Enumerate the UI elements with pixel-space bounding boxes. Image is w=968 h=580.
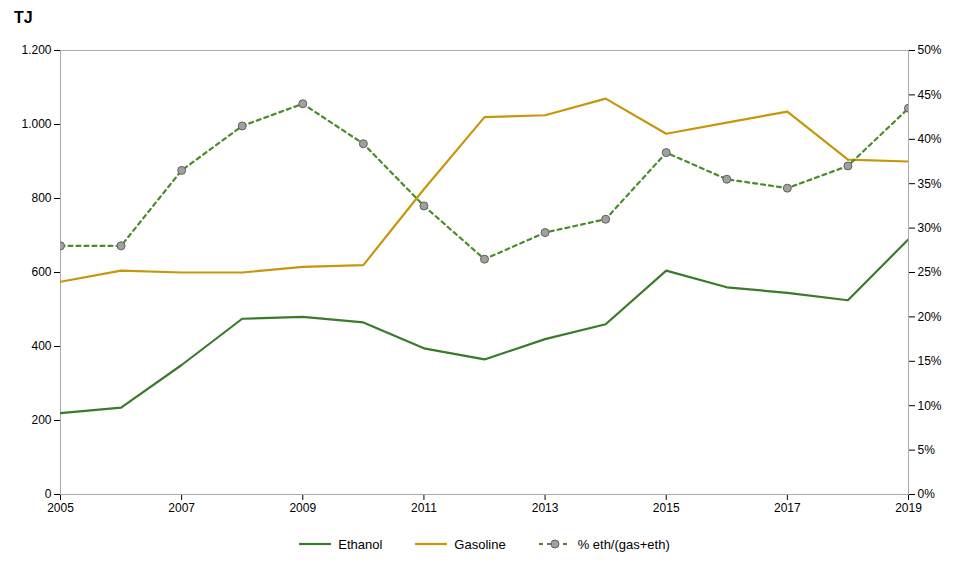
svg-text:30%: 30% — [918, 221, 942, 235]
svg-text:1.200: 1.200 — [21, 43, 51, 57]
svg-text:2013: 2013 — [532, 501, 559, 515]
svg-text:800: 800 — [31, 191, 51, 205]
svg-text:200: 200 — [31, 413, 51, 427]
svg-text:25%: 25% — [918, 265, 942, 279]
svg-text:600: 600 — [31, 265, 51, 279]
svg-text:2017: 2017 — [774, 501, 801, 515]
svg-text:45%: 45% — [918, 88, 942, 102]
svg-text:2007: 2007 — [168, 501, 195, 515]
svg-text:2011: 2011 — [411, 501, 437, 515]
svg-text:35%: 35% — [918, 177, 942, 191]
svg-text:2005: 2005 — [47, 501, 74, 515]
html-text:TJ: TJ — [14, 9, 33, 26]
svg-text:2015: 2015 — [653, 501, 680, 515]
html-text:Ethanol: Ethanol — [338, 536, 383, 552]
html-text:Gasoline: Gasoline — [454, 536, 506, 552]
svg-text:2019: 2019 — [895, 501, 922, 515]
svg-text:10%: 10% — [918, 399, 942, 413]
svg-text:40%: 40% — [918, 132, 942, 146]
svg-text:1.000: 1.000 — [21, 117, 51, 131]
svg-text:2009: 2009 — [289, 501, 316, 515]
svg-text:0%: 0% — [918, 487, 936, 501]
svg-text:5%: 5% — [918, 443, 936, 457]
html-text:% eth/(gas+eth): % eth/(gas+eth) — [577, 536, 670, 552]
svg-text:15%: 15% — [918, 354, 942, 368]
svg-text:20%: 20% — [918, 310, 942, 324]
svg-text:0: 0 — [45, 487, 52, 501]
svg-text:400: 400 — [31, 339, 51, 353]
svg-text:50%: 50% — [918, 43, 942, 57]
